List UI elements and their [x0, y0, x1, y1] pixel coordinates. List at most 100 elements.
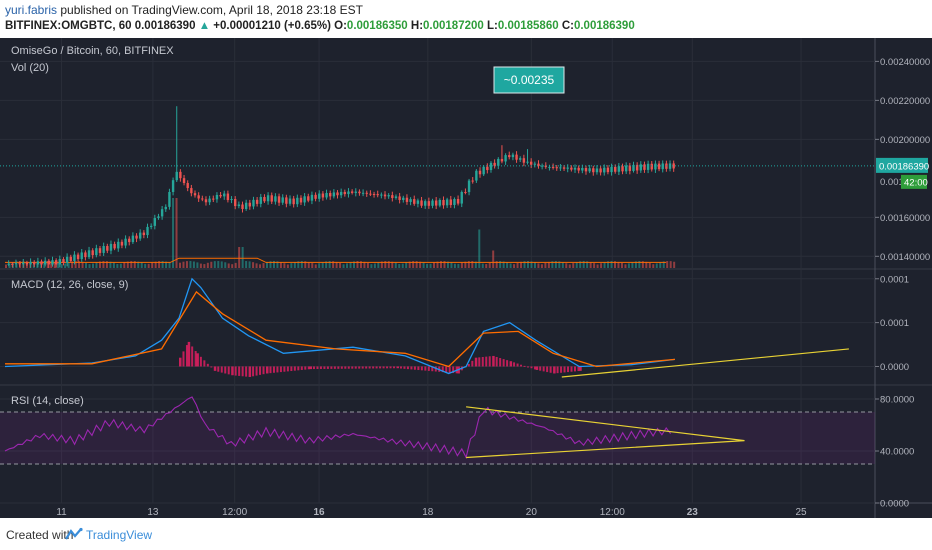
candle-body [595, 168, 599, 173]
macd-histogram-bar [279, 366, 282, 373]
volume-bar [499, 261, 502, 268]
macd-histogram-bar [309, 366, 312, 370]
candle-body [131, 235, 135, 243]
volume-bar [467, 261, 470, 268]
publish-header: yuri.fabris published on TradingView.com… [0, 0, 932, 38]
candle-body [464, 191, 467, 193]
candle-body [570, 167, 573, 170]
volume-bar [572, 263, 575, 268]
price-axis[interactable]: 0.00240000 0.00220000 0.00200000 0.00160000… [875, 57, 930, 510]
candle-body [303, 196, 306, 203]
candle-body [212, 198, 215, 200]
volume-bar [398, 264, 401, 268]
volume-bar [112, 262, 115, 268]
candle-body [106, 246, 109, 251]
volume-bar [353, 261, 355, 268]
candle-body [511, 154, 515, 158]
candle-body [402, 197, 405, 200]
candle-body [424, 201, 427, 206]
candle-body [230, 199, 233, 201]
volume-bar [335, 261, 338, 268]
volume-bar [269, 261, 272, 268]
rsi-pane[interactable]: RSI (14, close) [11, 395, 84, 407]
candle-body [555, 167, 558, 169]
candle-body [453, 198, 456, 205]
volume-bar [5, 264, 7, 268]
volume-bar [88, 264, 91, 268]
candle-body [263, 196, 266, 202]
tradingview-link[interactable]: TradingView [86, 528, 153, 542]
candle-body [248, 202, 252, 207]
volume-bar [126, 261, 129, 268]
time-tick-label: 11 [56, 507, 67, 518]
macd-histogram-bar [509, 361, 513, 367]
volume-indicator-title: Vol (20) [11, 62, 49, 74]
volume-bar [638, 261, 641, 268]
countdown-label: 42:00 [904, 177, 928, 188]
candle-body [270, 195, 273, 202]
author-link[interactable]: yuri.fabris [5, 3, 58, 17]
volume-bar [279, 262, 282, 268]
tradingview-logo-icon[interactable] [64, 527, 84, 546]
candle-body [102, 246, 105, 253]
volume-bar [342, 264, 345, 268]
time-axis[interactable]: 11 13 12:00 16 18 20 12:00 23 25 [56, 507, 807, 518]
price-pane[interactable]: OmiseGo / Bitcoin, 60, BITFINEX Vol (20)… [11, 45, 565, 94]
volume-bar [634, 261, 637, 268]
candle-body [36, 261, 40, 265]
volume-bar [311, 263, 314, 268]
volume-bar [217, 261, 220, 268]
candle-body [142, 232, 146, 236]
volume-bar [533, 262, 536, 268]
macd-histogram-bar [542, 366, 545, 372]
volume-bar [290, 263, 293, 268]
macd-histogram-bar [286, 366, 289, 372]
volume-bar [607, 261, 610, 268]
volume-bar [248, 261, 251, 268]
volume-bar [206, 262, 209, 268]
price-tick-label: 0.00220000 [880, 96, 930, 107]
candle-body [182, 178, 186, 184]
ohlc-line: BITFINEX:OMGBTC, 60 0.00186390 ▲ +0.0000… [5, 20, 635, 32]
macd-histogram-bar [502, 359, 505, 367]
macd-histogram-bar [399, 366, 402, 369]
macd-histogram-bar [417, 366, 420, 371]
volume-bar [130, 261, 133, 268]
macd-histogram-bar [234, 366, 237, 376]
candle-body [540, 165, 544, 167]
candle-body [22, 262, 25, 265]
candle-body [365, 192, 368, 194]
candle-body [617, 166, 621, 172]
macd-histogram-bar [406, 366, 409, 370]
volume-bar [227, 263, 230, 268]
macd-histogram-bar [474, 357, 478, 367]
candle-body [11, 263, 14, 265]
candle-body [486, 166, 489, 171]
candle-body [471, 180, 474, 182]
volume-bar [210, 261, 213, 268]
volume-bar [74, 261, 77, 268]
candle-body [274, 196, 277, 202]
macd-pane[interactable]: MACD (12, 26, close, 9) [11, 279, 128, 291]
macd-histogram-bar [492, 355, 495, 367]
candle-body [215, 194, 219, 200]
macd-pane-title: MACD (12, 26, close, 9) [11, 279, 128, 291]
candle-body [350, 191, 354, 193]
macd-histogram-bar [368, 366, 371, 369]
volume-bar [412, 261, 415, 268]
up-arrow-icon: ▲ [198, 20, 211, 32]
candle-body [135, 235, 138, 239]
candle-body [489, 162, 493, 171]
chart-canvas[interactable]: OmiseGo / Bitcoin, 60, BITFINEX Vol (20)… [0, 38, 932, 518]
volume-bar [600, 263, 603, 268]
macd-histogram-bar [340, 366, 343, 369]
macd-histogram-bar [358, 366, 361, 369]
annotation-box[interactable] [493, 66, 565, 94]
candle-body [354, 191, 357, 193]
candle-body [405, 197, 409, 202]
candle-body [223, 193, 226, 197]
high-value: 0.00187200 [423, 20, 484, 32]
chart-area[interactable]: OmiseGo / Bitcoin, 60, BITFINEX Vol (20)… [0, 38, 932, 518]
candle-body [325, 192, 328, 198]
volume-bar [192, 261, 195, 268]
